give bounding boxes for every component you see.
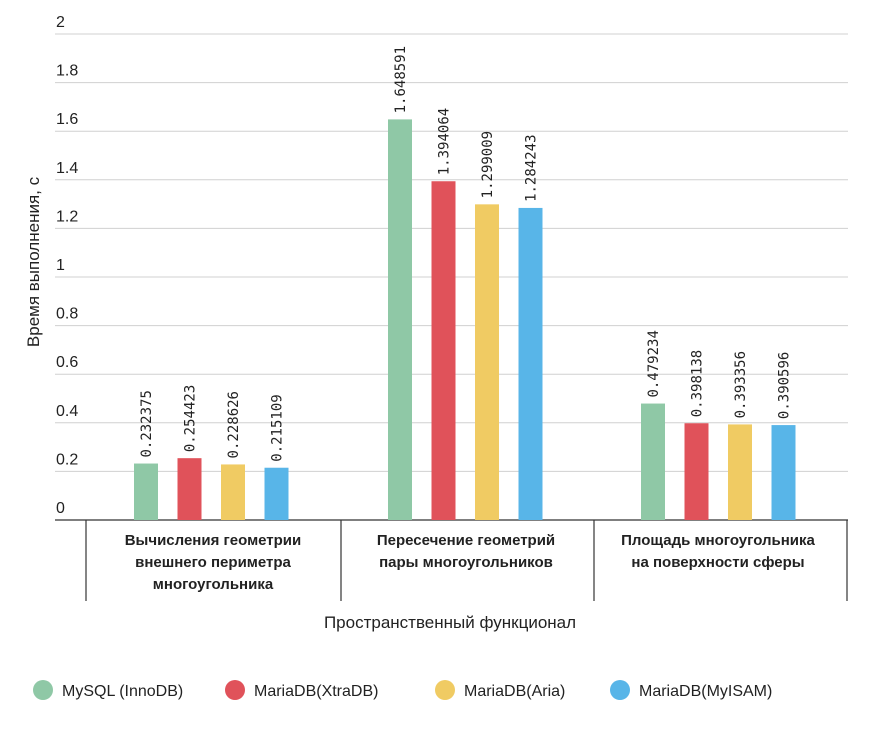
bar-2-2 bbox=[728, 424, 752, 520]
bar-0-0 bbox=[134, 463, 158, 520]
data-label: 0.479234 bbox=[646, 330, 662, 397]
data-label: 0.228626 bbox=[226, 391, 242, 458]
y-tick-label: 0.4 bbox=[56, 403, 78, 420]
y-tick-label: 0 bbox=[56, 500, 65, 517]
bar-3-1 bbox=[518, 207, 543, 520]
legend-swatch-2 bbox=[435, 680, 455, 700]
x-axis-title: Пространственный функционал bbox=[324, 613, 576, 632]
bar-2-1 bbox=[475, 204, 499, 520]
data-label: 0.254423 bbox=[183, 385, 199, 452]
bar-0-2 bbox=[641, 403, 665, 520]
legend-label: MySQL (InnoDB) bbox=[62, 683, 183, 700]
data-label: 1.299009 bbox=[480, 131, 496, 198]
category-label: Площадь многоугольника bbox=[621, 532, 815, 549]
data-label: 1.394064 bbox=[437, 108, 453, 175]
bar-0-1 bbox=[388, 119, 412, 520]
category-label: внешнего периметра bbox=[135, 554, 291, 571]
bar-1-2 bbox=[684, 423, 709, 520]
data-label: 1.284243 bbox=[524, 134, 540, 201]
category-label: пары многоугольников bbox=[379, 554, 553, 571]
y-tick-label: 0.8 bbox=[56, 306, 78, 323]
legend-swatch-3 bbox=[610, 680, 630, 700]
data-label: 0.215109 bbox=[270, 394, 286, 461]
legend-swatch-0 bbox=[33, 680, 53, 700]
y-tick-label: 1.6 bbox=[56, 111, 78, 128]
y-tick-label: 1.8 bbox=[56, 63, 78, 80]
data-label: 1.648591 bbox=[393, 46, 409, 113]
legend-swatch-1 bbox=[225, 680, 245, 700]
legend-label: MariaDB(MyISAM) bbox=[639, 683, 772, 700]
y-tick-label: 0.2 bbox=[56, 451, 78, 468]
bar-1-1 bbox=[431, 181, 456, 521]
category-label: многоугольника bbox=[153, 576, 274, 593]
y-tick-label: 1.2 bbox=[56, 208, 78, 225]
legend-label: MariaDB(XtraDB) bbox=[254, 683, 378, 700]
bar-3-2 bbox=[771, 425, 796, 520]
y-tick-label: 2 bbox=[56, 14, 65, 31]
bar-3-0 bbox=[264, 467, 289, 520]
bar-2-0 bbox=[221, 464, 245, 520]
y-tick-label: 0.6 bbox=[56, 354, 78, 371]
data-label: 0.398138 bbox=[690, 350, 706, 417]
category-label: Вычисления геометрии bbox=[125, 532, 302, 549]
legend-label: MariaDB(Aria) bbox=[464, 683, 565, 700]
category-label: на поверхности сферы bbox=[631, 554, 804, 571]
data-label: 0.232375 bbox=[139, 390, 155, 457]
data-label: 0.393356 bbox=[733, 351, 749, 418]
bar-1-0 bbox=[177, 458, 202, 520]
category-label: Пересечение геометрий bbox=[377, 532, 555, 549]
y-axis-title: Время выполнения, с bbox=[24, 176, 43, 347]
y-tick-label: 1 bbox=[56, 257, 65, 274]
data-label: 0.390596 bbox=[777, 352, 793, 419]
y-tick-label: 1.4 bbox=[56, 160, 78, 177]
